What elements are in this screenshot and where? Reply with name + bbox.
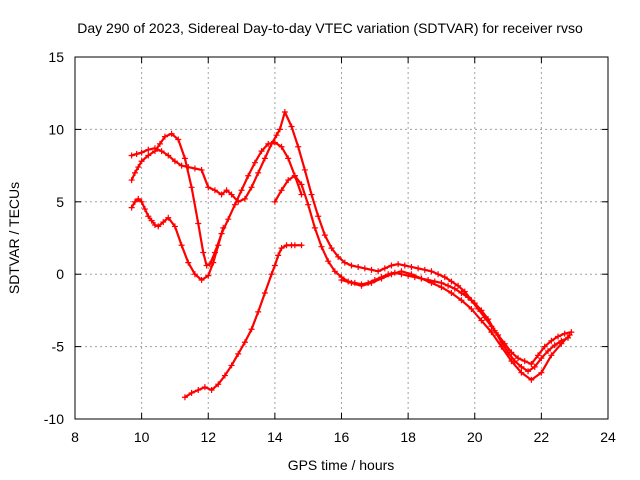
y-tick-label: -5	[52, 339, 65, 355]
x-axis-label: GPS time / hours	[288, 457, 395, 473]
data-point	[305, 202, 311, 208]
sdtvar-chart: Day 290 of 2023, Sidereal Day-to-day VTE…	[0, 0, 640, 480]
chart-title: Day 290 of 2023, Sidereal Day-to-day VTE…	[77, 20, 583, 36]
data-point	[272, 263, 278, 269]
y-tick-label: -10	[44, 411, 64, 427]
x-tick-label: 14	[267, 429, 283, 445]
data-point	[182, 155, 188, 161]
data-point	[355, 264, 361, 270]
y-tick-label: 5	[56, 194, 64, 210]
data-point	[200, 249, 206, 255]
x-tick-label: 18	[400, 429, 416, 445]
data-point	[255, 309, 261, 315]
y-tick-label: 0	[56, 266, 64, 282]
y-tick-label: 10	[48, 121, 64, 137]
x-tick-label: 10	[134, 429, 150, 445]
data-point	[402, 263, 408, 269]
data-point	[269, 271, 275, 277]
data-point	[362, 265, 368, 271]
data-point	[299, 242, 305, 248]
x-tick-label: 8	[71, 429, 79, 445]
series-arc-2	[129, 109, 575, 367]
data-point	[195, 221, 201, 227]
data-point	[315, 213, 321, 219]
x-tick-labels: 8 10 12 14 16 18 20 22 24	[71, 429, 616, 445]
data-point	[192, 165, 198, 171]
data-point	[179, 242, 185, 248]
x-tick-label: 16	[334, 429, 350, 445]
data-point	[408, 264, 414, 270]
data-point	[395, 261, 401, 267]
data-point	[129, 152, 135, 158]
data-point	[199, 167, 205, 173]
series-line	[342, 271, 570, 380]
y-axis-label: SDTVAR / TECUs	[6, 182, 22, 294]
y-tick-labels: -10 -5 0 5 10 15	[44, 49, 64, 427]
x-tick-label: 24	[600, 429, 616, 445]
series-arc-5	[272, 173, 571, 374]
grid	[75, 57, 608, 419]
series-line	[275, 176, 568, 371]
data-point	[415, 265, 421, 271]
data-point	[189, 184, 195, 190]
data-point	[312, 225, 318, 231]
series-line	[132, 112, 572, 364]
data-point	[302, 167, 308, 173]
x-tick-label: 20	[467, 429, 483, 445]
data-point	[262, 290, 268, 296]
data-point	[295, 144, 301, 150]
data-point	[292, 242, 298, 248]
data-point	[368, 267, 374, 273]
y-tick-label: 15	[48, 49, 64, 65]
data-point	[134, 151, 140, 157]
x-tick-label: 12	[200, 429, 216, 445]
data-series	[129, 109, 575, 400]
series-line	[185, 245, 302, 397]
series-arc-4	[182, 242, 305, 400]
data-point	[309, 192, 315, 198]
data-point	[422, 267, 428, 273]
x-tick-label: 22	[534, 429, 550, 445]
series-arc-3	[129, 196, 227, 283]
